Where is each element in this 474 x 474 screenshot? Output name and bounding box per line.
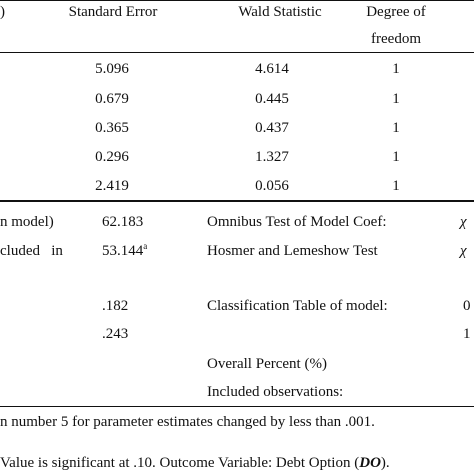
- top-rule: [0, 0, 474, 1]
- section-rule: [0, 200, 474, 202]
- note-significance-text: Value is significant at .10. Outcome Var…: [0, 455, 360, 471]
- fit-row4-value: .243: [102, 326, 129, 342]
- se-value: 5.096: [95, 61, 129, 77]
- fit-row2-label: cluded in: [0, 243, 63, 259]
- header-degree-line1: Degree of: [366, 4, 426, 20]
- df-value: 1: [392, 178, 400, 194]
- bottom-rule: [0, 406, 474, 407]
- included-observations-label: Included observations:: [207, 384, 344, 400]
- df-value: 1: [392, 149, 400, 165]
- fit-row2-value-wrap: 53.144a: [102, 242, 147, 260]
- df-value: 1: [392, 91, 400, 107]
- omnibus-chi-symbol: χ: [460, 214, 467, 230]
- note-significance-do: DO: [359, 455, 381, 471]
- fit-row3-value: .182: [102, 298, 129, 314]
- overall-percent-label: Overall Percent (%): [207, 356, 327, 372]
- wald-value: 0.445: [255, 91, 289, 107]
- df-value: 1: [392, 61, 400, 77]
- hosmer-label: Hosmer and Lemeshow Test: [207, 243, 378, 259]
- header-rule: [0, 52, 474, 53]
- se-value: 2.419: [95, 178, 129, 194]
- header-col0-fragment: ): [0, 4, 5, 20]
- wald-value: 1.327: [255, 149, 289, 165]
- classification-value-1: 1: [463, 326, 471, 342]
- fit-row1-value: 62.183: [102, 214, 144, 230]
- fit-row2-sup: a: [143, 241, 148, 251]
- classification-value-0: 0: [463, 298, 471, 314]
- se-value: 0.365: [95, 120, 129, 136]
- hosmer-chi-symbol: χ: [460, 243, 467, 259]
- fit-row1-label: n model): [0, 214, 54, 230]
- fit-row2-value: 53.144: [102, 243, 144, 259]
- df-value: 1: [392, 120, 400, 136]
- note-convergence: n number 5 for parameter estimates chang…: [0, 414, 375, 430]
- wald-value: 0.437: [255, 120, 289, 136]
- note-significance: Value is significant at .10. Outcome Var…: [0, 454, 390, 472]
- classification-label: Classification Table of model:: [207, 298, 388, 314]
- header-degree-line2: freedom: [371, 31, 421, 47]
- note-significance-end: ).: [380, 455, 390, 471]
- wald-value: 0.056: [255, 178, 289, 194]
- se-value: 0.296: [95, 149, 129, 165]
- header-standard-error: Standard Error: [68, 4, 158, 20]
- se-value: 0.679: [95, 91, 129, 107]
- omnibus-label: Omnibus Test of Model Coef:: [207, 214, 387, 230]
- header-wald-statistic: Wald Statistic: [238, 4, 322, 20]
- wald-value: 4.614: [255, 61, 289, 77]
